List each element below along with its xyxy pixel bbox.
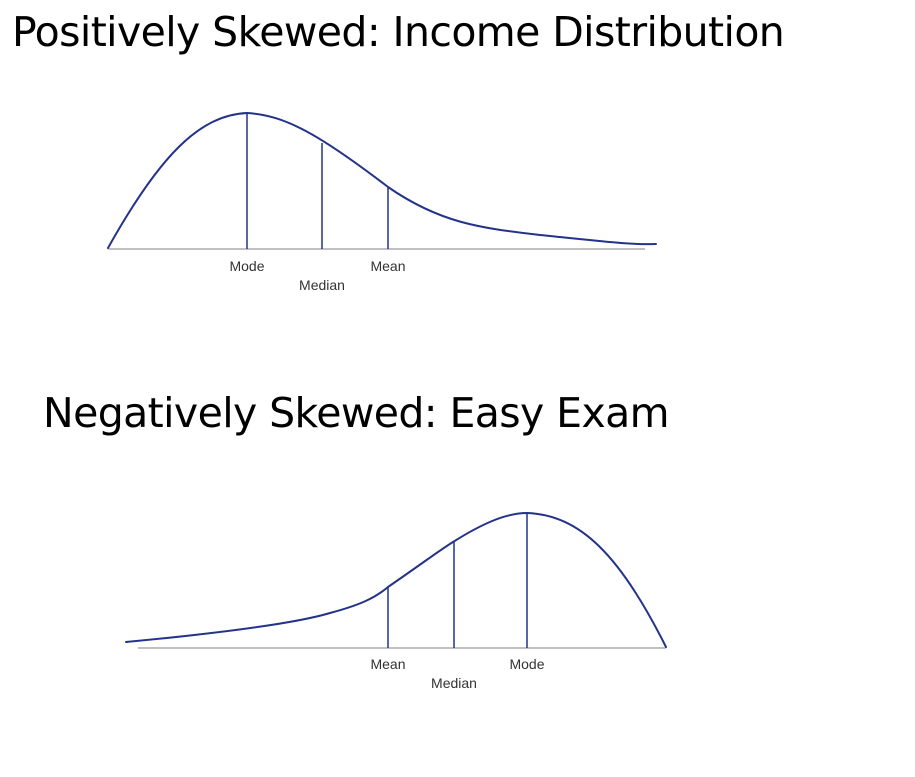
negative-skew-curve bbox=[125, 512, 667, 648]
negative-mean-label: Mean bbox=[370, 656, 405, 672]
positive-skew-diagram: Mode Median Mean bbox=[107, 112, 657, 293]
positive-median-label: Median bbox=[299, 277, 345, 293]
positive-skew-curve bbox=[107, 112, 657, 249]
positive-mode-label: Mode bbox=[229, 258, 264, 274]
negative-mode-label: Mode bbox=[509, 656, 544, 672]
negative-skew-diagram: Mean Median Mode bbox=[125, 512, 667, 691]
negative-median-label: Median bbox=[431, 675, 477, 691]
positive-mean-label: Mean bbox=[370, 258, 405, 274]
negative-skew-title: Negatively Skewed: Easy Exam bbox=[43, 389, 670, 437]
positive-skew-title: Positively Skewed: Income Distribution bbox=[12, 8, 785, 56]
